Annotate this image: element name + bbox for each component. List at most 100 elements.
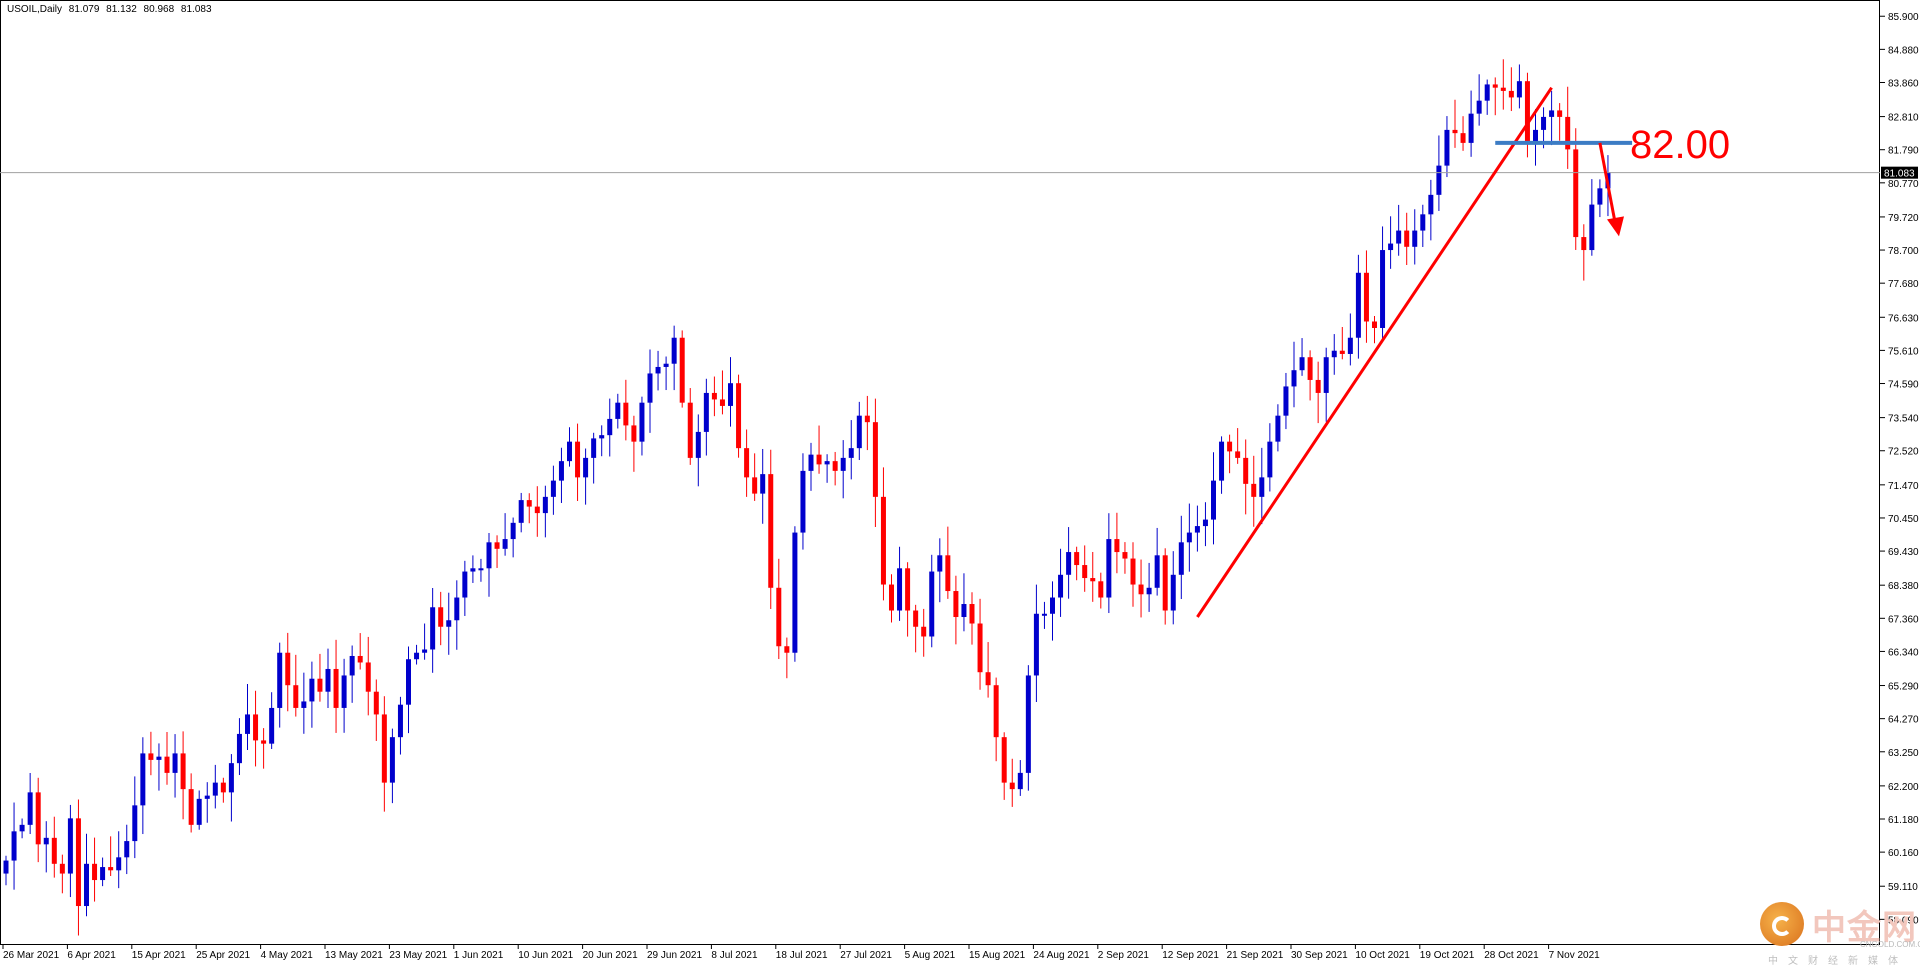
y-tick-label: 78.700 <box>1888 246 1919 257</box>
candle-body <box>156 756 162 760</box>
candle-body <box>406 659 411 705</box>
candle-body <box>180 753 186 790</box>
candle-body <box>1492 84 1498 88</box>
candle-body <box>1347 337 1353 354</box>
candle-body <box>100 867 106 881</box>
candle-body <box>921 626 927 637</box>
x-tick-label: 10 Jun 2021 <box>518 950 573 961</box>
candle-body <box>518 500 524 523</box>
x-tick-label: 18 Jul 2021 <box>776 950 828 961</box>
candle-body <box>196 798 202 825</box>
candle-body <box>631 425 637 442</box>
candle-body <box>325 668 331 692</box>
candle-body <box>1066 552 1072 575</box>
y-tick-label: 60.160 <box>1888 848 1919 859</box>
candle-body <box>615 402 621 419</box>
candle-body <box>35 792 41 845</box>
candle-body <box>889 584 894 611</box>
candle-body <box>116 857 122 871</box>
candle-body <box>1404 230 1410 247</box>
candle-body <box>269 707 275 744</box>
candle-body <box>1033 613 1039 676</box>
y-tick-label: 70.450 <box>1888 514 1919 525</box>
y-tick-label: 58.090 <box>1888 915 1919 926</box>
candle-body <box>1476 100 1482 114</box>
candle-body <box>373 691 379 715</box>
y-tick-label: 72.520 <box>1888 447 1919 458</box>
y-tick-label: 64.270 <box>1888 715 1919 726</box>
candle-body <box>381 714 387 783</box>
candle-body <box>1436 165 1442 195</box>
candle-body <box>575 441 581 478</box>
candle-body <box>760 474 766 494</box>
candle-body <box>1122 552 1128 559</box>
x-tick-label: 12 Sep 2021 <box>1162 950 1219 961</box>
candle-body <box>1573 149 1579 238</box>
candle-body <box>220 782 226 793</box>
candle-body <box>1275 415 1281 442</box>
x-tick-label: 5 Aug 2021 <box>905 950 956 961</box>
candle-body <box>333 668 339 708</box>
candle-body <box>92 863 98 881</box>
candle-body <box>1557 110 1563 117</box>
candle-body <box>1291 370 1297 387</box>
candle-body <box>11 831 17 861</box>
candle-body <box>124 841 130 858</box>
candle-body <box>1235 451 1241 458</box>
candle-body <box>1017 772 1023 790</box>
y-tick-label: 79.720 <box>1888 213 1919 224</box>
x-tick-label: 23 May 2021 <box>389 950 447 961</box>
x-tick-label: 4 May 2021 <box>261 950 314 961</box>
candle-body <box>840 457 846 471</box>
candle-body <box>1589 204 1595 251</box>
candle-body <box>728 383 733 406</box>
candle-body <box>84 863 89 907</box>
candle-body <box>341 675 347 708</box>
candle-body <box>977 623 983 673</box>
candle-body <box>800 470 806 533</box>
y-tick-label: 77.680 <box>1888 279 1919 290</box>
candle-body <box>188 789 194 825</box>
candle-body <box>502 539 508 549</box>
candle-body <box>1516 81 1522 98</box>
y-tick-label: 62.200 <box>1888 782 1919 793</box>
candle-body <box>1355 272 1361 338</box>
candle-body <box>212 782 218 796</box>
candle-body <box>317 678 323 692</box>
candle-body <box>1339 350 1345 354</box>
x-tick-label: 15 Apr 2021 <box>132 950 186 961</box>
x-tick-label: 28 Oct 2021 <box>1484 950 1539 961</box>
candle-body <box>1178 542 1184 575</box>
candle-body <box>108 867 114 871</box>
candle-body <box>1541 116 1547 130</box>
candle-body <box>389 737 395 783</box>
candle-body <box>1001 737 1007 783</box>
candle-body <box>301 701 307 708</box>
candle-body <box>140 753 146 806</box>
y-tick-label: 63.250 <box>1888 748 1919 759</box>
x-tick-label: 26 Mar 2021 <box>3 950 60 961</box>
x-tick-label: 1 Jun 2021 <box>454 950 504 961</box>
candle-body <box>438 607 444 627</box>
candle-body <box>623 402 629 426</box>
candle-body <box>872 422 878 497</box>
candle-body <box>744 448 750 478</box>
x-tick-label: 13 May 2021 <box>325 950 383 961</box>
candle-body <box>848 448 854 458</box>
close-value: 81.083 <box>180 4 212 15</box>
candle-body <box>1259 477 1265 497</box>
candle-body <box>1299 357 1305 371</box>
candle-body <box>397 704 403 738</box>
candle-body <box>1194 526 1200 533</box>
candle-body <box>1484 84 1490 101</box>
candle-body <box>583 457 589 478</box>
candle-body <box>478 568 484 571</box>
candle-body <box>1219 441 1225 481</box>
candle-body <box>1227 441 1233 452</box>
candle-body <box>1581 237 1587 251</box>
y-tick-label: 84.880 <box>1888 45 1919 56</box>
candle-body <box>864 415 870 423</box>
candle-body <box>1460 133 1466 143</box>
y-tick-label: 83.860 <box>1888 78 1919 89</box>
